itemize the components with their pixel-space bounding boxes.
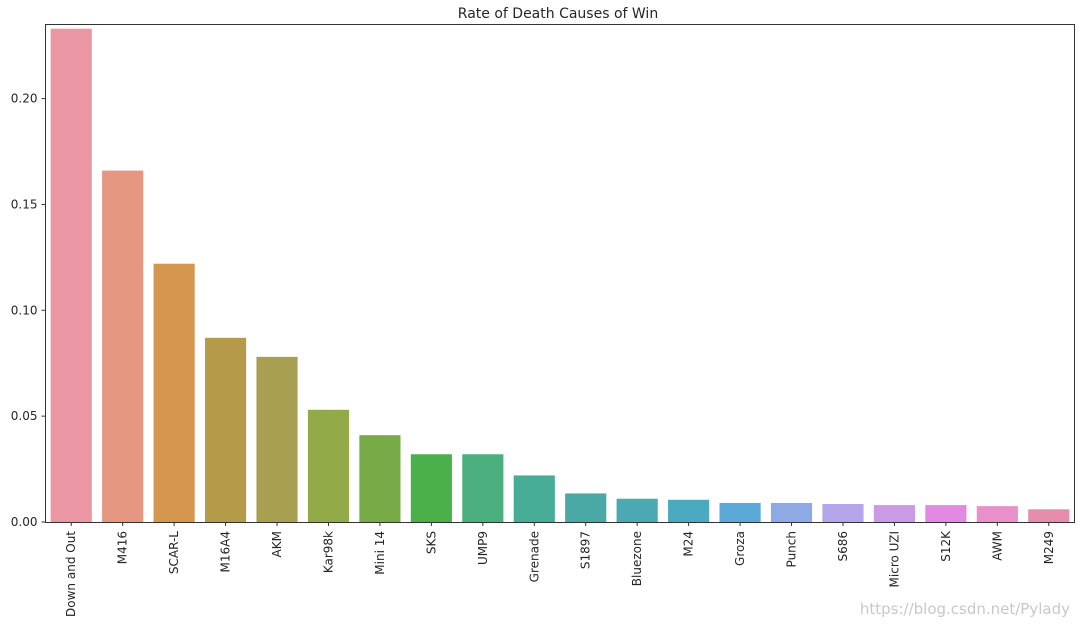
x-tick-label: M416 bbox=[116, 531, 130, 564]
x-tick-label: UMP9 bbox=[476, 531, 490, 565]
x-tick-label: Kar98k bbox=[321, 531, 335, 573]
bars-layer bbox=[50, 28, 1070, 523]
x-tick-label: Punch bbox=[785, 531, 799, 567]
y-tick-label: 0.10 bbox=[11, 303, 38, 317]
x-tick-label: SKS bbox=[424, 531, 438, 554]
x-tick-label: AWM bbox=[990, 531, 1004, 561]
bar-groza bbox=[719, 502, 761, 522]
x-tick-label: Grenade bbox=[527, 531, 541, 582]
bar-mini-14 bbox=[359, 435, 401, 522]
bar-m16a4 bbox=[204, 337, 247, 522]
x-tick-label: M249 bbox=[1042, 531, 1056, 564]
x-tick-label: Mini 14 bbox=[373, 531, 387, 575]
x-tick-label: Groza bbox=[733, 531, 747, 566]
bar-ump9 bbox=[462, 454, 504, 522]
bar-micro-uzi bbox=[873, 505, 916, 522]
x-tick-label: Down and Out bbox=[64, 531, 78, 617]
x-tick-label: S1897 bbox=[579, 531, 593, 569]
bar-m416 bbox=[102, 170, 144, 522]
y-axis: 0.00 0.05 0.10 0.15 0.20 bbox=[11, 92, 46, 529]
bar-akm bbox=[256, 356, 298, 522]
bar-awm bbox=[976, 506, 1018, 522]
x-tick-label: SCAR-L bbox=[167, 531, 181, 574]
y-tick-label: 0.20 bbox=[11, 92, 38, 106]
x-tick-label: M24 bbox=[682, 531, 696, 557]
bar-sks bbox=[410, 454, 452, 522]
x-tick-label: S12K bbox=[939, 530, 953, 562]
x-tick-label: Micro UZI bbox=[887, 531, 901, 587]
bar-kar98k bbox=[307, 409, 350, 522]
bar-scar-l bbox=[153, 263, 195, 522]
x-tick-label: AKM bbox=[270, 531, 284, 557]
x-axis: Down and Out M416 SCAR-L M16A4 AKM Kar98k Mini… bbox=[64, 522, 1056, 617]
bar-grenade bbox=[513, 475, 555, 522]
x-tick-label: M16A4 bbox=[219, 531, 233, 572]
x-tick-label: S686 bbox=[836, 531, 850, 562]
bar-m24 bbox=[668, 499, 710, 522]
plot-frame bbox=[45, 24, 1075, 523]
watermark-text: https://blog.csdn.net/Pylady bbox=[860, 600, 1070, 618]
chart-title: Rate of Death Causes of Win bbox=[458, 6, 658, 22]
bar-down-and-out bbox=[50, 28, 92, 523]
bar-s1897 bbox=[565, 493, 607, 522]
bar-s686 bbox=[822, 504, 864, 522]
bar-punch bbox=[770, 502, 813, 522]
bar-s12k bbox=[925, 505, 967, 522]
y-tick-label: 0.05 bbox=[11, 409, 38, 423]
bar-m249 bbox=[1028, 509, 1070, 522]
x-tick-label: Bluezone bbox=[630, 531, 644, 586]
y-tick-label: 0.15 bbox=[11, 197, 38, 211]
bar-bluezone bbox=[616, 498, 658, 522]
y-tick-label: 0.00 bbox=[11, 515, 38, 529]
